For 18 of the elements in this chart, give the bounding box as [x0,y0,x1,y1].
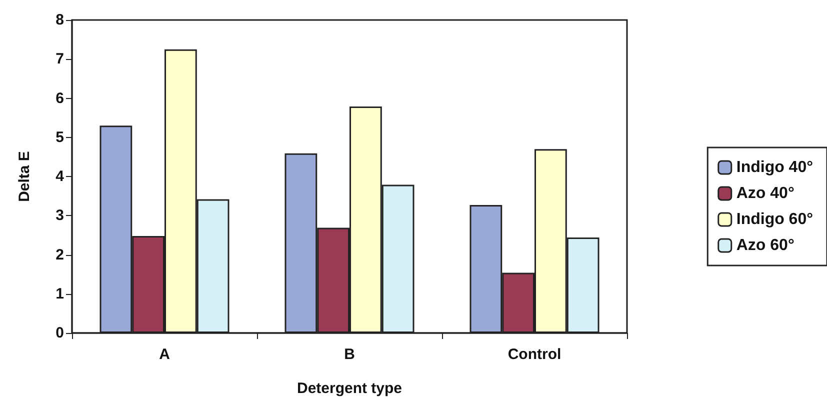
y-tick-label: 5 [56,128,64,146]
legend-label: Indigo 40° [736,159,813,176]
y-tick-label: 2 [56,246,64,264]
x-tick-label: Control [508,346,562,363]
y-axis-title: Delta E [16,151,33,202]
legend-label: Azo 40° [736,185,794,202]
y-tick-label: 1 [56,285,64,302]
y-tick-label: 4 [56,168,65,185]
y-tick-label: 7 [56,50,64,68]
x-tick-label: B [344,346,356,363]
y-tick-label: 6 [56,90,64,107]
x-tick-label: A [159,346,170,363]
y-tick-label: 3 [56,207,64,224]
x-axis-title: Detergent type [296,380,402,397]
legend-label: Azo 60° [736,237,794,254]
legend-label: Indigo 60° [736,211,813,228]
y-tick-label: 8 [56,12,64,28]
y-tick-label: 0 [56,324,64,342]
